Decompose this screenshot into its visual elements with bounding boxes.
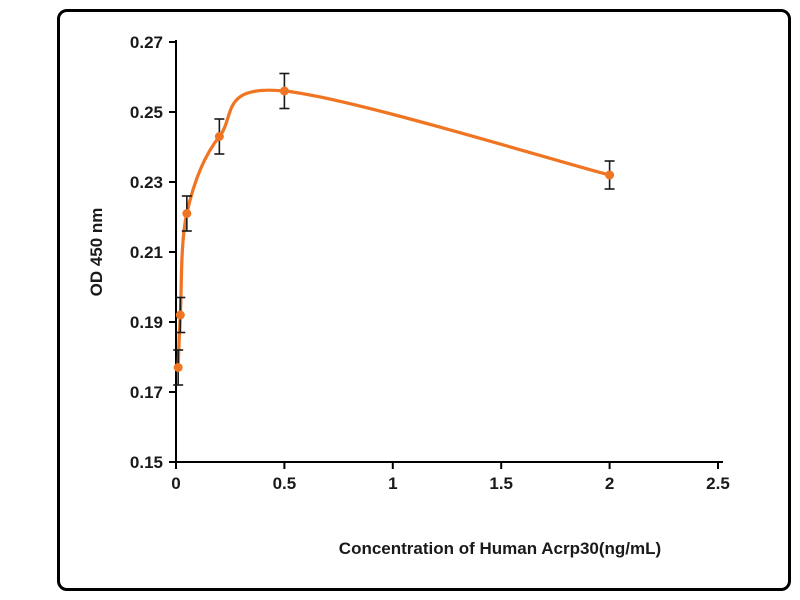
y-tick-label: 0.15 — [130, 453, 163, 472]
x-tick-label: 0 — [171, 474, 180, 493]
x-tick-label: 2 — [605, 474, 614, 493]
y-tick-label: 0.25 — [130, 103, 163, 122]
data-point-marker — [175, 310, 185, 320]
data-point-marker — [605, 170, 615, 180]
y-tick-label: 0.17 — [130, 383, 163, 402]
x-tick-label: 1.5 — [489, 474, 513, 493]
x-tick-label: 0.5 — [273, 474, 297, 493]
x-tick-label: 2.5 — [706, 474, 730, 493]
y-tick-label: 0.19 — [130, 313, 163, 332]
data-point-marker — [279, 86, 289, 96]
y-tick-label: 0.27 — [130, 33, 163, 52]
y-tick-label: 0.23 — [130, 173, 163, 192]
data-point-marker — [182, 209, 192, 218]
y-tick-label: 0.21 — [130, 243, 163, 262]
series-curve — [176, 88, 612, 370]
data-point-marker — [173, 363, 183, 372]
x-tick-label: 1 — [388, 474, 397, 493]
data-point-marker — [214, 132, 224, 141]
y-axis-title: OD 450 nm — [87, 207, 106, 297]
x-axis-title: Concentration of Human Acrp30(ng/mL) — [338, 539, 662, 558]
